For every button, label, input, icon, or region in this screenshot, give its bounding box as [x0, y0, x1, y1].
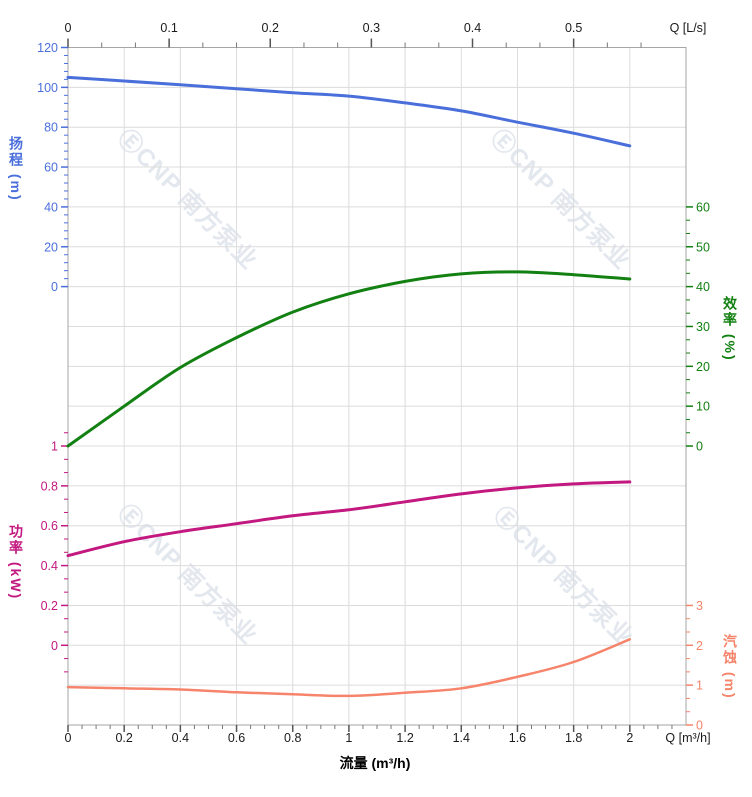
bottom-axis-tick-label: 0.4: [172, 731, 189, 745]
power-tick-label: 0.8: [41, 479, 58, 493]
head-axis-title: 扬程 (m): [8, 136, 24, 202]
power-tick-label: 1: [51, 440, 58, 454]
efficiency-tick-label: 10: [696, 400, 710, 414]
bottom-axis-unit-label: Q [m³/h]: [665, 731, 710, 745]
curve-head: [66, 75, 632, 148]
head-tick-label: 0: [51, 280, 58, 294]
watermark: ⒺCNP 南方泵业: [112, 499, 263, 650]
head-tick-label: 60: [44, 161, 58, 175]
efficiency-tick-label: 0: [696, 440, 703, 454]
bottom-axis-title: 流量 (m³/h): [340, 755, 411, 771]
power-tick-label: 0.4: [41, 559, 58, 573]
efficiency-axis-title: 效率 (%): [722, 296, 738, 362]
npsh-tick-label: 3: [696, 599, 703, 613]
bottom-axis-tick-label: 0: [65, 731, 72, 745]
bottom-axis-tick-label: 1: [345, 731, 352, 745]
curve-npsh: [66, 638, 632, 698]
npsh-axis-title: 汽蚀 (m): [722, 634, 738, 700]
efficiency-tick-label: 30: [696, 320, 710, 334]
curve-efficiency: [66, 270, 632, 448]
top-axis-tick-label: 0.5: [565, 21, 582, 35]
bottom-axis-tick-label: 1.6: [509, 731, 526, 745]
top-axis-tick-label: 0.1: [160, 21, 177, 35]
power-tick-label: 0: [51, 639, 58, 653]
bottom-axis-tick-label: 2: [626, 731, 633, 745]
head-tick-label: 120: [37, 41, 58, 55]
npsh-tick-label: 0: [696, 719, 703, 733]
top-axis-tick-label: 0.3: [363, 21, 380, 35]
head-tick-label: 100: [37, 81, 58, 95]
top-axis-tick-label: 0: [65, 21, 72, 35]
bottom-axis-tick-label: 0.6: [228, 731, 245, 745]
head-tick-label: 80: [44, 121, 58, 135]
head-tick-label: 40: [44, 200, 58, 214]
npsh-tick-label: 2: [696, 639, 703, 653]
watermark: ⒺCNP 南方泵业: [112, 124, 263, 275]
bottom-axis-tick-label: 1.2: [396, 731, 413, 745]
watermark: ⒺCNP 南方泵业: [488, 501, 639, 652]
power-axis-title: 功率 (kW): [8, 524, 24, 601]
efficiency-tick-label: 60: [696, 200, 710, 214]
efficiency-tick-label: 20: [696, 360, 710, 374]
power-tick-label: 0.6: [41, 519, 58, 533]
power-tick-label: 0.2: [41, 599, 58, 613]
curve-power: [66, 480, 632, 558]
npsh-tick-label: 1: [696, 679, 703, 693]
head-tick-label: 20: [44, 240, 58, 254]
bottom-axis-tick-label: 1.8: [565, 731, 582, 745]
top-axis-unit-label: Q [L/s]: [670, 21, 707, 35]
top-axis-tick-label: 0.2: [262, 21, 279, 35]
efficiency-tick-label: 40: [696, 280, 710, 294]
bottom-axis-tick-label: 1.4: [453, 731, 470, 745]
bottom-axis-tick-label: 0.8: [284, 731, 301, 745]
watermark: ⒺCNP 南方泵业: [485, 124, 636, 275]
efficiency-tick-label: 50: [696, 240, 710, 254]
top-axis-tick-label: 0.4: [464, 21, 481, 35]
bottom-axis-tick-label: 0.2: [115, 731, 132, 745]
